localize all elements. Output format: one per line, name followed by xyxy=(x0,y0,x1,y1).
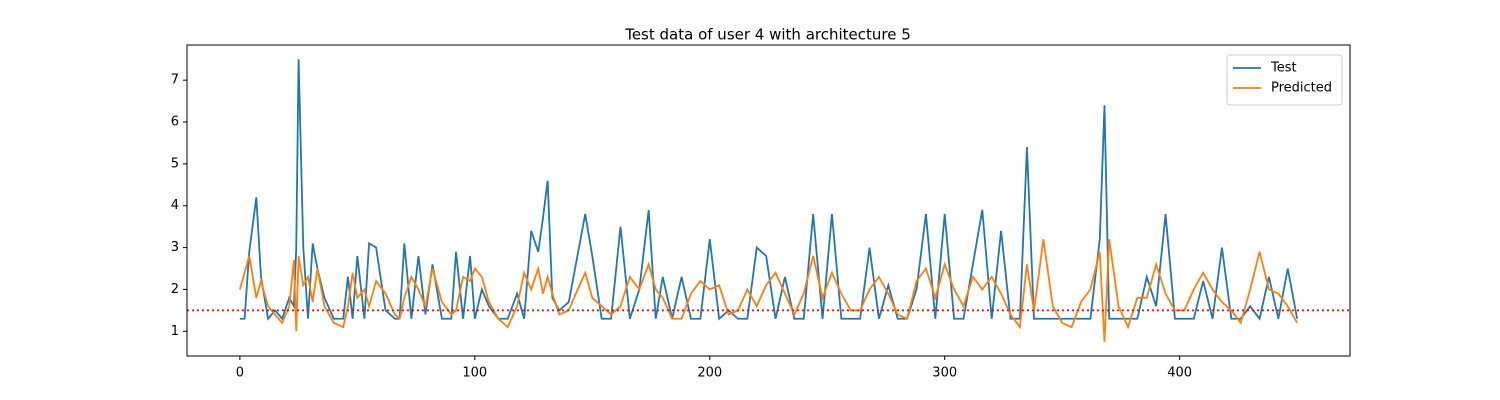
y-tick-label: 7 xyxy=(171,73,179,88)
x-tick-label: 300 xyxy=(932,366,957,381)
series-line xyxy=(239,59,1299,321)
legend-label: Test xyxy=(1270,61,1297,76)
x-tick-label: 0 xyxy=(236,366,244,381)
chart-title: Test data of user 4 with architecture 5 xyxy=(624,26,911,44)
axes-frame xyxy=(186,44,1351,357)
series-line xyxy=(238,239,1298,342)
legend-label: Predicted xyxy=(1271,81,1332,96)
y-tick-label: 1 xyxy=(171,324,179,339)
x-tick-label: 100 xyxy=(462,366,487,381)
y-tick-label: 5 xyxy=(171,156,179,171)
x-tick-label: 200 xyxy=(697,366,722,381)
y-tick-label: 6 xyxy=(171,115,179,130)
y-tick-label: 2 xyxy=(171,282,179,297)
y-tick-label: 4 xyxy=(171,198,179,213)
y-tick-label: 3 xyxy=(171,240,179,255)
x-tick-label: 400 xyxy=(1167,366,1192,381)
